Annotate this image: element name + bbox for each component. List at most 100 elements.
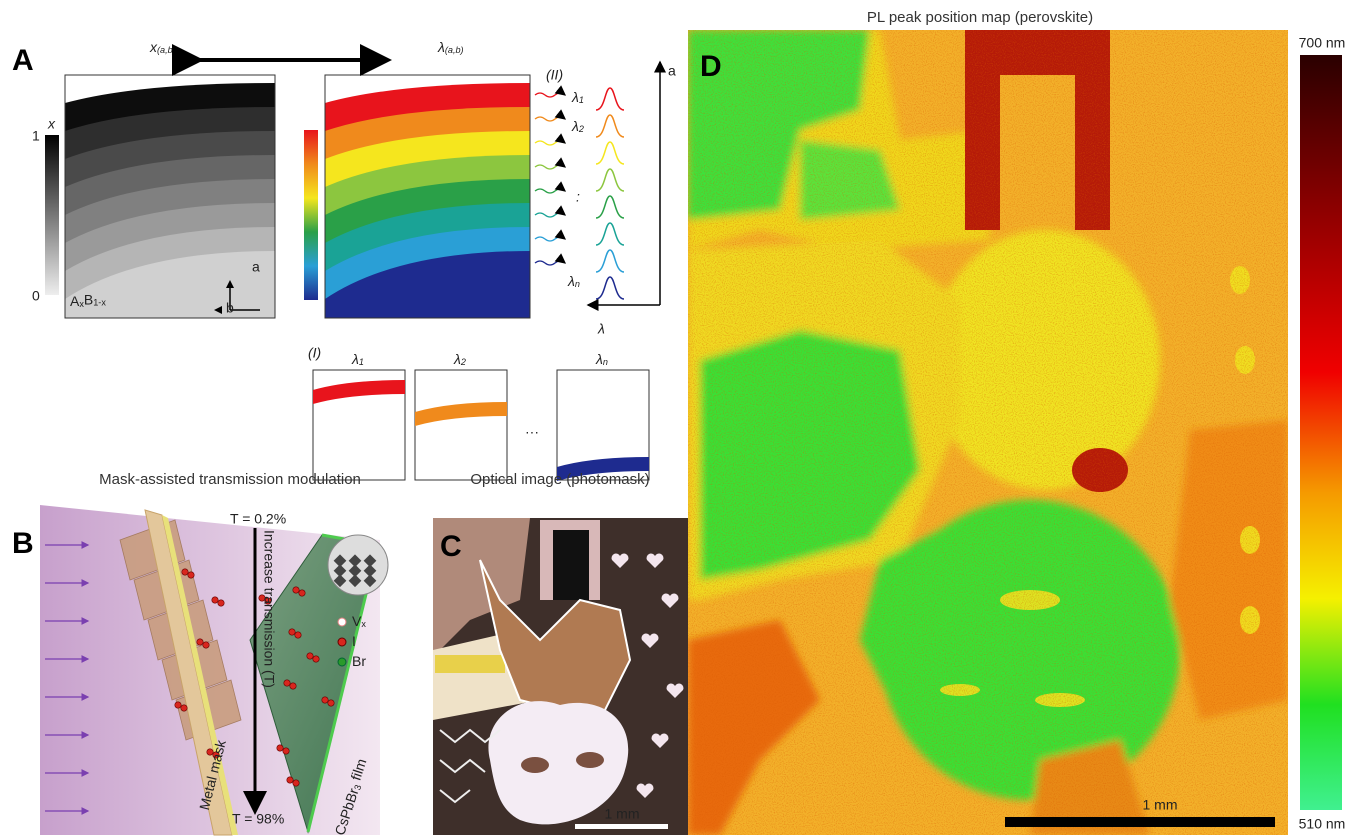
part-ii: (II) [546,67,563,83]
mask-box [415,370,507,480]
panel-label: C [440,530,462,563]
crystal-inset [328,535,388,595]
gray-bar [45,135,59,295]
scale-bar [1005,817,1275,827]
ion [277,745,283,751]
wavy-arrow [535,117,565,121]
spectrum-peak [596,277,624,299]
ion [307,653,313,659]
text-part: x [361,620,366,630]
wavy-arrow [535,93,565,97]
spectrum-peak [596,250,624,272]
ion [287,777,293,783]
legend-iodine [338,638,346,646]
region [435,655,505,673]
t-bottom: T = 98% [232,811,284,827]
bands [65,75,275,318]
text-part: λ [571,118,579,134]
text-part: 1-x [93,298,106,308]
ion [283,748,289,754]
ion [203,642,209,648]
spectrum-label: λn [567,273,580,290]
spectrum-peak [596,88,624,110]
scale-bar [575,824,668,829]
panel-label: D [700,50,722,83]
ion [188,572,194,578]
face-feature [576,752,604,768]
panel-title: Mask-assisted transmission modulation [99,471,361,488]
part-i: (I) [308,345,321,361]
axis-a-right: a [668,63,676,79]
legend-bromine [338,658,346,666]
ion [290,683,296,689]
panel-label: A [12,44,34,77]
ion [197,639,203,645]
figure: A x(a,b) λ(a,b) x 1 0 AxB1-x a b (II) a … [0,0,1354,837]
ion [289,629,295,635]
text-part: λ [437,39,445,55]
ion [293,780,299,786]
text-part: 2 [460,358,466,368]
wavy-arrow [535,189,565,193]
ion [299,590,305,596]
ellipsis: ··· [525,424,539,440]
ion [218,600,224,606]
text-part: Br [352,653,366,669]
ion [212,597,218,603]
axis-b: b [226,300,234,316]
text-part: n [575,280,580,290]
noise [688,30,1288,835]
text-part: λ [595,351,603,367]
composition-label: x(a,b) [149,39,176,56]
t-top: T = 0.2% [230,511,286,527]
ion [284,680,290,686]
arrow-label: Increase transmission (T) [261,530,277,688]
gray-bar-label: x [47,116,56,132]
scale-bar-label: 1 mm [1143,797,1178,813]
wavy-arrow [535,165,565,169]
text-part: (a,b) [157,46,176,56]
text-part: 1 [359,358,364,368]
ion [313,656,319,662]
spectrum-peak [596,142,624,164]
spectrum-peak [596,223,624,245]
spectrum-peak [596,196,624,218]
wavy-arrow [535,261,565,265]
ion [175,702,181,708]
text-part: n [603,358,608,368]
legend-label: I [352,633,356,649]
ion [182,569,188,575]
panel-title: Optical image (photomask) [470,471,649,488]
text-part: 2 [578,125,584,135]
ion [328,700,334,706]
gray-bar-max: 1 [32,128,40,144]
pl-map [688,30,1288,835]
rainbow-bar [304,130,318,300]
text-part: λ [571,89,579,105]
panel-label: B [12,527,34,560]
text-part: 1 [579,96,584,106]
spectrum-label: λ2 [571,118,584,135]
text-part: B [84,291,93,307]
photomask-image [433,518,688,835]
colorbar [1300,55,1342,810]
text-part: λ [453,351,461,367]
ion [181,705,187,711]
colorbar-min: 510 nm [1299,816,1346,832]
text-part: (a,b) [445,46,464,56]
text-part: λ [351,351,359,367]
spectrum-label: λ1 [571,89,584,106]
text-part: λ [567,273,575,289]
axis-a: a [252,259,260,275]
wavelength-label: λ(a,b) [437,39,464,56]
wavy-arrow [535,213,565,217]
colorbar-max: 700 nm [1299,35,1346,51]
bands [325,75,530,318]
mask-label: λ1 [351,351,364,368]
spectrum-peak [596,169,624,191]
panel-title: PL peak position map (perovskite) [867,9,1093,26]
ion [322,697,328,703]
spectrum-peak [596,115,624,137]
ion [293,587,299,593]
graphics [40,30,1342,835]
